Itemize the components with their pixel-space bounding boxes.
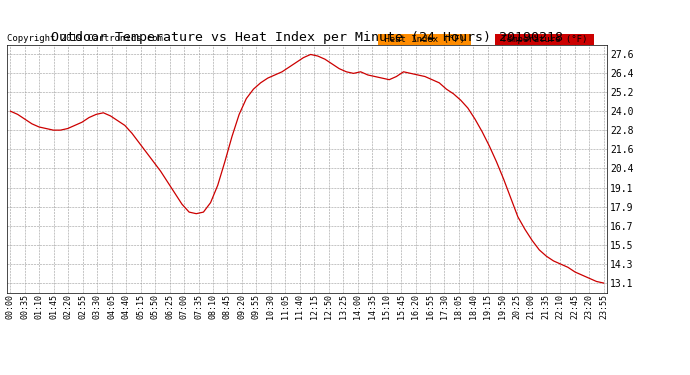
- Text: Temperature (°F): Temperature (°F): [496, 35, 593, 44]
- Text: Heat Index (°F): Heat Index (°F): [379, 35, 471, 44]
- Text: Copyright 2019 Cartronics.com: Copyright 2019 Cartronics.com: [7, 33, 163, 42]
- Title: Outdoor Temperature vs Heat Index per Minute (24 Hours) 20190218: Outdoor Temperature vs Heat Index per Mi…: [51, 31, 563, 44]
